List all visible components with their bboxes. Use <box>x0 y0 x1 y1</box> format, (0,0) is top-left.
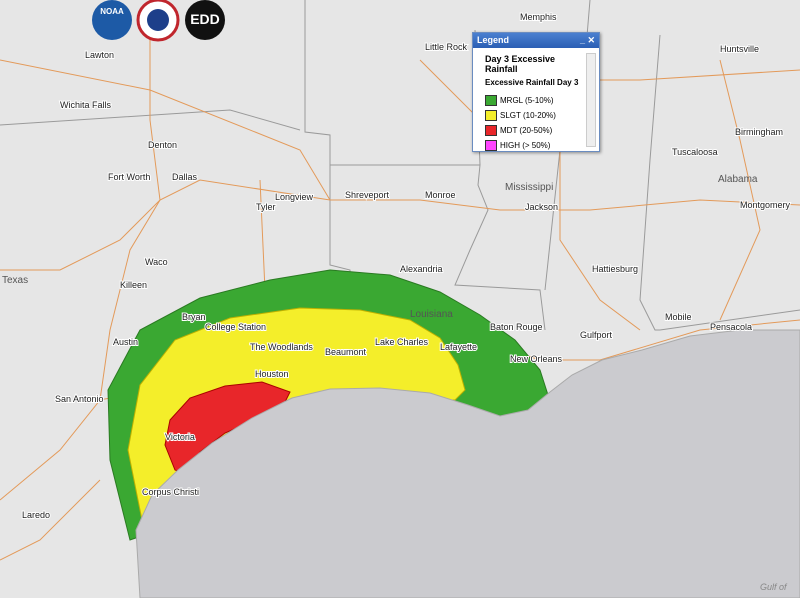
legend-item: HIGH (> 50%) <box>485 138 585 153</box>
city-label: Lawton <box>85 50 114 60</box>
city-label: Laredo <box>22 510 50 520</box>
legend-heading: Day 3 Excessive Rainfall <box>485 54 556 74</box>
city-label: Memphis <box>520 12 557 22</box>
state-label: Texas <box>2 275 28 286</box>
water-label: Gulf of <box>760 582 788 592</box>
city-label: Beaumont <box>325 347 367 357</box>
legend-items: MRGL (5-10%) SLGT (10-20%) MDT (20-50%) HIG… <box>485 93 585 153</box>
legend-item: MRGL (5-10%) <box>485 93 585 108</box>
state-label: Alabama <box>718 174 758 185</box>
city-label: Jackson <box>525 202 558 212</box>
city-label: Wichita Falls <box>60 100 112 110</box>
city-label: Huntsville <box>720 44 759 54</box>
city-label: Corpus Christi <box>142 487 199 497</box>
legend-label: SLGT (10-20%) <box>500 111 556 120</box>
window-buttons[interactable]: _ ✕ <box>579 35 595 45</box>
legend-label: MRGL (5-10%) <box>500 96 554 105</box>
city-label: Shreveport <box>345 190 390 200</box>
city-label: Lafayette <box>440 342 477 352</box>
legend-swatch <box>485 140 497 151</box>
city-label: College Station <box>205 322 266 332</box>
legend-body: Day 3 Excessive Rainfall Excessive Rainf… <box>473 48 599 153</box>
legend-title-bar[interactable]: Legend _ ✕ <box>473 33 599 48</box>
city-label: Baton Rouge <box>490 322 543 332</box>
nws-logo-center <box>147 9 169 31</box>
city-label: Fort Worth <box>108 172 150 182</box>
city-label: Montgomery <box>740 200 791 210</box>
state-label: Mississippi <box>505 182 553 193</box>
city-label: Houston <box>255 369 289 379</box>
legend-label: MDT (20-50%) <box>500 126 553 135</box>
city-label: Birmingham <box>735 127 783 137</box>
city-label: Gulfport <box>580 330 613 340</box>
city-label: Pensacola <box>710 322 752 332</box>
city-label: Alexandria <box>400 264 443 274</box>
city-label: The Woodlands <box>250 342 313 352</box>
city-label: New Orleans <box>510 354 563 364</box>
city-label: Monroe <box>425 190 456 200</box>
city-label: Mobile <box>665 312 692 322</box>
logo-text: NOAA <box>100 7 124 16</box>
logo-text: EDD <box>190 11 220 27</box>
legend-swatch <box>485 110 497 121</box>
city-label: Lake Charles <box>375 337 429 347</box>
state-label: Louisiana <box>410 309 453 320</box>
gulf <box>135 329 800 598</box>
city-label: San Antonio <box>55 394 104 404</box>
city-label: Austin <box>113 337 138 347</box>
edd-logo <box>185 0 225 40</box>
city-label: Killeen <box>120 280 147 290</box>
legend-label: HIGH (> 50%) <box>500 141 551 150</box>
noaa-logo <box>92 0 132 40</box>
city-label: Tuscaloosa <box>672 147 718 157</box>
city-label: Waco <box>145 257 168 267</box>
logos: NOAA EDD <box>92 0 225 42</box>
legend-title: Legend <box>477 35 510 45</box>
city-label: Bryan <box>182 312 206 322</box>
legend-subheading: Excessive Rainfall Day 3 <box>485 78 579 87</box>
city-label: Dallas <box>172 172 198 182</box>
legend-swatch <box>485 125 497 136</box>
scrollbar[interactable] <box>586 53 596 147</box>
legend-swatch <box>485 95 497 106</box>
legend-item: SLGT (10-20%) <box>485 108 585 123</box>
legend-item: MDT (20-50%) <box>485 123 585 138</box>
city-label: Little Rock <box>425 42 468 52</box>
city-label: Longview <box>275 192 314 202</box>
city-label: Denton <box>148 140 177 150</box>
city-label: Hattiesburg <box>592 264 638 274</box>
city-label: Tyler <box>256 202 276 212</box>
city-label: Victoria <box>165 432 195 442</box>
place-labels: Memphis Little Rock Huntsville Lawton Wi… <box>2 11 792 592</box>
legend-window: Legend _ ✕ Day 3 Excessive Rainfall Exces… <box>472 32 600 152</box>
